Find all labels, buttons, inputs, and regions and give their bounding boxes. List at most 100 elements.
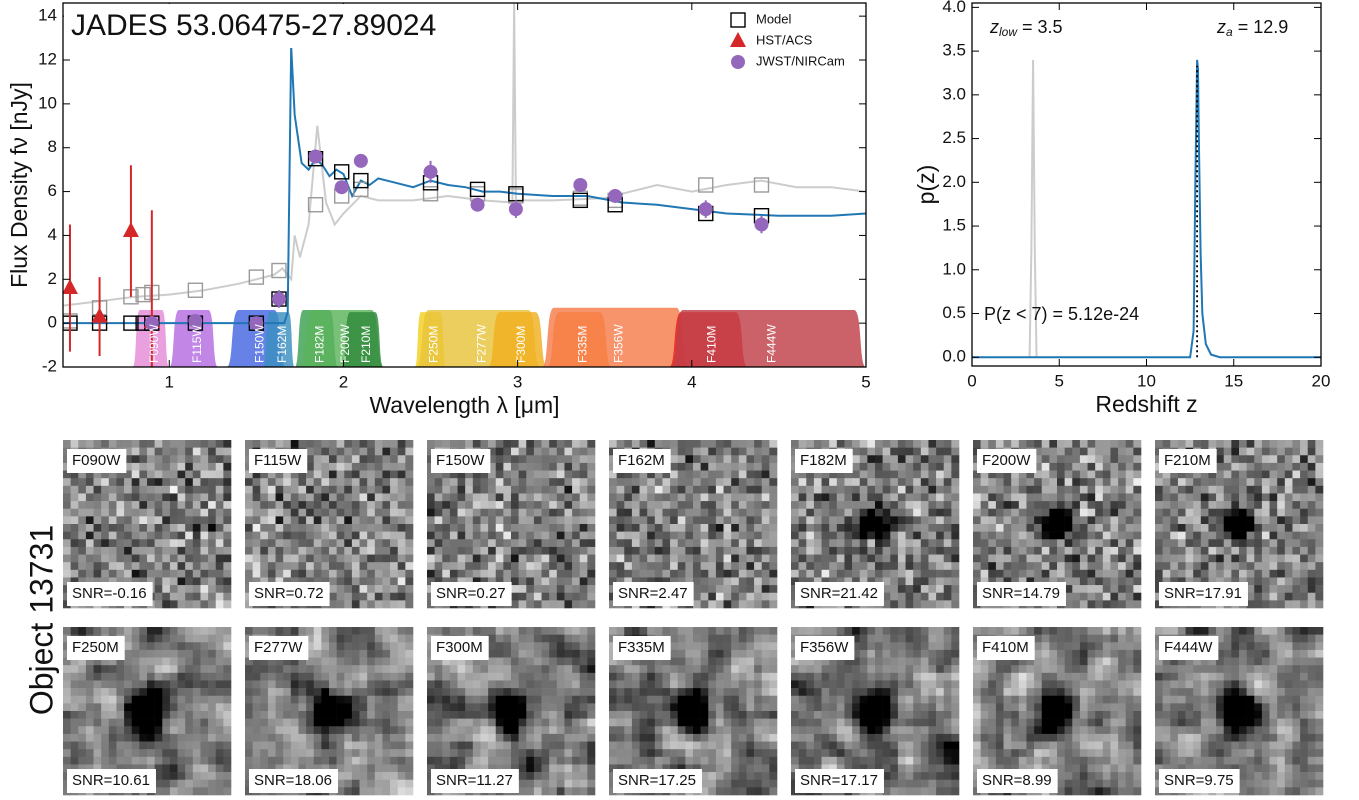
cutout-pixel: [564, 485, 573, 494]
cutout-pixel: [397, 462, 406, 471]
cutout-pixel: [518, 554, 527, 563]
cutout-pixel: [1072, 493, 1081, 502]
cutout-pixel: [465, 569, 474, 578]
cutout-pixel: [920, 585, 929, 594]
cutout-pixel: [836, 501, 845, 510]
cutout-pixel: [1110, 447, 1119, 456]
cutout-pixel: [1011, 493, 1020, 502]
cutout-pixel: [1003, 539, 1012, 548]
cutout-pixel: [488, 569, 497, 578]
cutout-pixel: [147, 627, 155, 635]
cutout-pixel: [252, 577, 261, 586]
cutout-pixel: [882, 485, 891, 494]
cutout-pixel: [351, 749, 360, 758]
cutout-pixel: [1049, 508, 1058, 517]
cutout-pixel: [1057, 577, 1065, 586]
filter-band: [341, 312, 384, 367]
cutout-pixel: [63, 462, 71, 471]
cutout-pixel: [936, 600, 945, 609]
cutout-pixel: [101, 741, 110, 750]
cutout-pixel: [647, 562, 656, 571]
cutout-pixel: [700, 440, 709, 448]
cutout-pixel: [647, 501, 656, 510]
label-box: [67, 449, 127, 473]
cutout-pixel: [124, 562, 133, 571]
cutout-pixel: [1216, 462, 1225, 471]
cutout-pixel: [897, 455, 906, 464]
cutout-pixel: [192, 672, 201, 681]
cutout-pixel: [488, 501, 497, 510]
cutout-pixel: [920, 531, 929, 540]
cutout-pixel: [769, 493, 778, 502]
cutout-pixel: [200, 455, 209, 464]
cutout-pixel: [829, 516, 838, 525]
cutout-pixel: [533, 627, 542, 635]
cutout-pixel: [306, 554, 315, 563]
cutout-pixel: [1011, 478, 1020, 487]
cutout-pixel: [859, 539, 868, 548]
cutout-pixel: [1003, 508, 1012, 517]
cutout-pixel: [541, 478, 550, 487]
cutout-pixel: [995, 562, 1004, 571]
cutout-pixel: [1018, 531, 1027, 540]
cutout-pixel: [298, 726, 307, 735]
cutout-pixel: [587, 501, 596, 510]
cutout-pixel: [449, 672, 458, 681]
cutout-pixel: [700, 485, 709, 494]
cutout-pixel: [624, 516, 633, 525]
cutout-pixel: [1269, 516, 1278, 525]
cutout-pixel: [769, 577, 778, 586]
cutout-pixel: [245, 779, 253, 788]
cutout-pixel: [973, 508, 981, 517]
cutout-pixel: [631, 562, 640, 571]
cutout-pixel: [700, 577, 709, 586]
cutout-pixel: [980, 485, 989, 494]
cutout-pixel: [329, 524, 337, 532]
cutout-pixel: [192, 695, 201, 704]
cutout-pixel: [533, 516, 542, 525]
cutout-pixel: [139, 695, 148, 704]
cutout-pixel: [609, 508, 617, 517]
cutout-pixel: [70, 749, 79, 758]
cutout-pixel: [465, 665, 474, 674]
cutout-pixel: [321, 703, 330, 712]
cutout-pixel: [806, 493, 815, 502]
cutout-pixel: [1193, 531, 1202, 540]
cutout-pixel: [313, 455, 322, 464]
cutout-pixel: [579, 485, 588, 494]
cutout-pixel: [549, 470, 558, 479]
cutout-pixel: [275, 470, 284, 479]
cutout-pixel: [449, 756, 458, 765]
cutout-pixel: [359, 711, 368, 719]
cutout-pixel: [1057, 493, 1065, 502]
cutout-pixel: [1177, 508, 1186, 517]
cutout-pixel: [920, 455, 929, 464]
cutout-pixel: [495, 649, 504, 658]
cutout-pixel: [192, 531, 201, 540]
cutout-pixel: [859, 516, 868, 525]
cutout-pixel: [951, 585, 960, 594]
cutout-pixel: [1292, 554, 1301, 563]
cutout-pixel: [85, 524, 94, 532]
cutout-pixel: [1307, 493, 1316, 502]
cutout-pixel: [108, 516, 117, 525]
cutout-pixel: [329, 695, 337, 704]
cutout-pixel: [260, 531, 269, 540]
cutout-pixel: [639, 440, 648, 448]
cutout-pixel: [185, 516, 194, 525]
cutout-pixel: [215, 585, 224, 594]
cutout-pixel: [647, 554, 656, 563]
cutout-pixel: [518, 455, 527, 464]
cutout-pixel: [208, 657, 217, 666]
cutout-pixel: [480, 569, 489, 578]
cutout-pixel: [108, 764, 117, 773]
cutout-pixel: [1246, 455, 1255, 464]
cutout-pixel: [275, 711, 284, 719]
cutout-pixel: [465, 478, 474, 487]
cutout-pixel: [298, 554, 307, 563]
cutout-pixel: [344, 672, 353, 681]
cutout-pixel: [390, 546, 399, 555]
cutout-pixel: [1254, 577, 1263, 586]
cutout-pixel: [631, 577, 640, 586]
cutout-pixel: [791, 546, 799, 555]
